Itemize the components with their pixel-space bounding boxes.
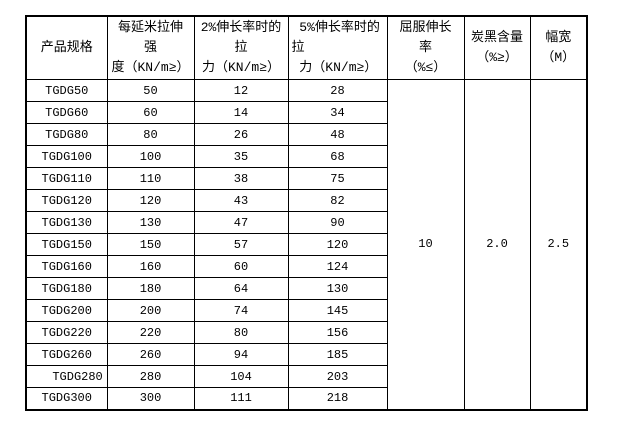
cell-force-5pct: 130 bbox=[287, 277, 388, 300]
cell-spec: TGDG280 bbox=[25, 365, 108, 388]
cell-strength: 110 bbox=[106, 167, 195, 190]
cell-force-2pct: 14 bbox=[193, 101, 289, 124]
table-row: TGDG120 120 43 82 bbox=[25, 189, 587, 212]
cell-strength: 130 bbox=[106, 211, 195, 234]
cell-force-2pct: 94 bbox=[193, 343, 289, 366]
col-header-product-spec: 产品规格 bbox=[25, 15, 108, 80]
cell-force-5pct: 28 bbox=[287, 79, 388, 102]
cell-force-2pct: 64 bbox=[193, 277, 289, 300]
cell-force-2pct: 104 bbox=[193, 365, 289, 388]
cell-spec: TGDG80 bbox=[25, 123, 108, 146]
cell-force-5pct: 75 bbox=[287, 167, 388, 190]
cell-spec: TGDG60 bbox=[25, 101, 108, 124]
cell-spec: TGDG100 bbox=[25, 145, 108, 168]
col-header-carbon-black: 炭黑含量 （%≥） bbox=[463, 15, 531, 80]
cell-strength: 60 bbox=[106, 101, 195, 124]
cell-spec: TGDG200 bbox=[25, 299, 108, 322]
cell-spec: TGDG50 bbox=[25, 79, 108, 102]
cell-force-2pct: 111 bbox=[193, 387, 289, 410]
table-row: TGDG180 180 64 130 bbox=[25, 277, 587, 300]
table-row: TGDG150 150 57 120 bbox=[25, 233, 587, 256]
cell-strength: 200 bbox=[106, 299, 195, 322]
cell-strength: 280 bbox=[106, 365, 195, 388]
cell-force-2pct: 38 bbox=[193, 167, 289, 190]
cell-force-2pct: 57 bbox=[193, 233, 289, 256]
cell-strength: 120 bbox=[106, 189, 195, 212]
cell-strength: 220 bbox=[106, 321, 195, 344]
cell-force-5pct: 120 bbox=[287, 233, 388, 256]
cell-force-2pct: 74 bbox=[193, 299, 289, 322]
col-header-2pct-force: 2%伸长率时的 拉 力（KN/m≥） bbox=[193, 15, 289, 80]
table-row: TGDG130 130 47 90 bbox=[25, 211, 587, 234]
col-header-width: 幅宽 （M） bbox=[529, 15, 588, 80]
cell-strength: 80 bbox=[106, 123, 195, 146]
cell-strength: 180 bbox=[106, 277, 195, 300]
cell-force-5pct: 48 bbox=[287, 123, 388, 146]
header-row: 产品规格 每延米拉伸 强 度（KN/m≥） 2%伸长率时的 拉 力（KN/m≥）… bbox=[25, 15, 588, 80]
cell-strength: 260 bbox=[106, 343, 195, 366]
cell-strength: 300 bbox=[106, 387, 195, 410]
cell-force-5pct: 156 bbox=[287, 321, 388, 344]
cell-spec: TGDG130 bbox=[25, 211, 108, 234]
table-row: TGDG300 300 111 218 bbox=[25, 387, 587, 410]
col-header-yield-elongation: 屈服伸长 率 （%≤） bbox=[386, 15, 465, 80]
cell-spec: TGDG260 bbox=[25, 343, 108, 366]
cell-force-5pct: 82 bbox=[287, 189, 388, 212]
cell-force-5pct: 68 bbox=[287, 145, 388, 168]
cell-force-2pct: 35 bbox=[193, 145, 289, 168]
cell-force-2pct: 12 bbox=[193, 79, 289, 102]
spec-table: 产品规格 每延米拉伸 强 度（KN/m≥） 2%伸长率时的 拉 力（KN/m≥）… bbox=[25, 15, 588, 411]
cell-force-5pct: 124 bbox=[287, 255, 388, 278]
cell-spec: TGDG110 bbox=[25, 167, 108, 190]
cell-spec: TGDG220 bbox=[25, 321, 108, 344]
cell-spec: TGDG120 bbox=[25, 189, 108, 212]
cell-force-5pct: 203 bbox=[287, 365, 388, 388]
cell-spec: TGDG180 bbox=[25, 277, 108, 300]
table-row: TGDG100 100 35 68 bbox=[25, 145, 587, 168]
merged-cell-width: 2.5 bbox=[529, 79, 588, 410]
cell-force-5pct: 185 bbox=[287, 343, 388, 366]
cell-strength: 150 bbox=[106, 233, 195, 256]
cell-strength: 160 bbox=[106, 255, 195, 278]
table-row: TGDG200 200 74 145 bbox=[25, 299, 587, 322]
cell-force-2pct: 43 bbox=[193, 189, 289, 212]
cell-spec: TGDG150 bbox=[25, 233, 108, 256]
cell-force-2pct: 80 bbox=[193, 321, 289, 344]
cell-force-2pct: 60 bbox=[193, 255, 289, 278]
cell-force-5pct: 34 bbox=[287, 101, 388, 124]
cell-force-2pct: 26 bbox=[193, 123, 289, 146]
col-header-tensile-strength: 每延米拉伸 强 度（KN/m≥） bbox=[106, 15, 195, 80]
cell-spec: TGDG160 bbox=[25, 255, 108, 278]
table-row: TGDG110 110 38 75 bbox=[25, 167, 587, 190]
table-row: TGDG260 260 94 185 bbox=[25, 343, 587, 366]
merged-cell-carbon: 2.0 bbox=[463, 79, 531, 410]
cell-force-5pct: 90 bbox=[287, 211, 388, 234]
merged-cell-yield: 10 bbox=[386, 79, 465, 410]
cell-spec: TGDG300 bbox=[25, 387, 108, 410]
cell-force-2pct: 47 bbox=[193, 211, 289, 234]
cell-force-5pct: 145 bbox=[287, 299, 388, 322]
col-header-5pct-force: 5%伸长率时的 拉 力（KN/m≥） bbox=[287, 15, 388, 80]
cell-force-5pct: 218 bbox=[287, 387, 388, 410]
table-row: TGDG50 50 12 28 10 2.0 2.5 bbox=[25, 79, 588, 410]
cell-strength: 50 bbox=[106, 79, 195, 102]
cell-strength: 100 bbox=[106, 145, 195, 168]
